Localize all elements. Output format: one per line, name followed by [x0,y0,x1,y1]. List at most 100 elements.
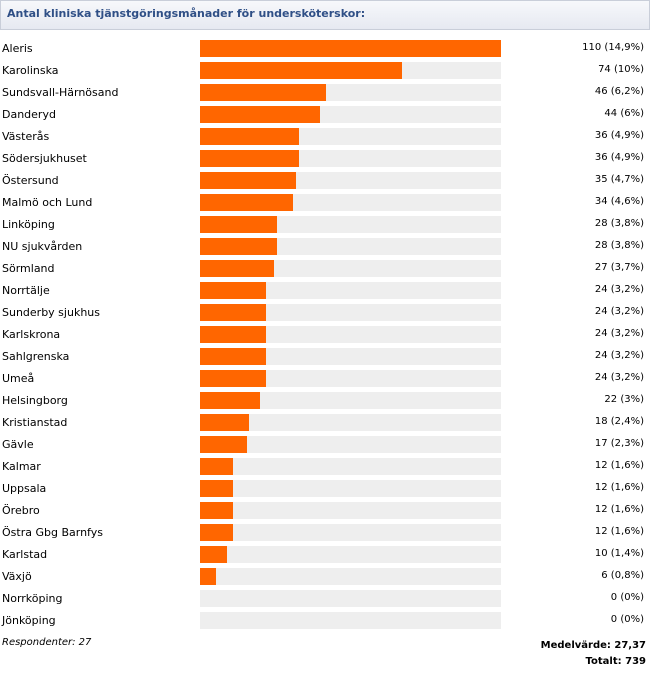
bar-track [200,194,501,211]
category-label: Malmö och Lund [2,196,93,209]
bar-row: Södersjukhuset 36 (4,9%) [0,148,650,170]
category-label: Sundsvall-Härnösand [2,86,119,99]
bar-row: Danderyd 44 (6%) [0,104,650,126]
category-label: Karlskrona [2,328,61,341]
bar-row: Aleris 110 (14,9%) [0,38,650,60]
bar-track [200,106,501,123]
value-label: 110 (14,9%) [582,42,644,53]
bar-track [200,216,501,233]
category-label: Örebro [2,504,40,517]
category-label: Helsingborg [2,394,68,407]
category-label: Karolinska [2,64,59,77]
bar [200,370,266,387]
bar [200,348,266,365]
bar [200,128,299,145]
value-label: 28 (3,8%) [594,240,644,251]
bar-track [200,612,501,629]
bar [200,260,274,277]
bar-track [200,458,501,475]
category-label: Sörmland [2,262,55,275]
bar [200,568,216,585]
bar-track [200,524,501,541]
bar-track [200,282,501,299]
category-label: Sunderby sjukhus [2,306,100,319]
value-label: 34 (4,6%) [594,196,644,207]
category-label: Östra Gbg Barnfys [2,526,103,539]
bar-track [200,62,501,79]
respondent-count: Respondenter: 27 [2,637,92,648]
bar [200,194,293,211]
category-label: Norrtälje [2,284,50,297]
category-label: Växjö [2,570,32,583]
bar [200,502,233,519]
bar-row: Sörmland 27 (3,7%) [0,258,650,280]
bar [200,106,320,123]
bar-row: Helsingborg 22 (3%) [0,390,650,412]
bar-track [200,392,501,409]
bar-track [200,150,501,167]
bar-row: Karlstad 10 (1,4%) [0,544,650,566]
bar-track [200,84,501,101]
bar [200,458,233,475]
summary-stats: Medelvärde: 27,37 Totalt: 739 [541,638,646,670]
value-label: 36 (4,9%) [594,130,644,141]
bar [200,546,227,563]
bar-track [200,480,501,497]
bar-row: Jönköping 0 (0%) [0,610,650,632]
bar-row: Sahlgrenska 24 (3,2%) [0,346,650,368]
bar-row: Karlskrona 24 (3,2%) [0,324,650,346]
bar-track [200,326,501,343]
chart-header: Antal kliniska tjänstgöringsmånader för … [0,0,650,30]
value-label: 0 (0%) [610,614,644,625]
bar-track [200,172,501,189]
category-label: Uppsala [2,482,47,495]
bar-track [200,568,501,585]
category-label: Kristianstad [2,416,68,429]
value-label: 35 (4,7%) [594,174,644,185]
bar [200,436,247,453]
value-label: 12 (1,6%) [594,504,644,515]
category-label: Norrköping [2,592,63,605]
bar-track [200,238,501,255]
bar-row: Västerås 36 (4,9%) [0,126,650,148]
category-label: Västerås [2,130,50,143]
bar [200,304,266,321]
bar-row: Linköping 28 (3,8%) [0,214,650,236]
value-label: 22 (3%) [604,394,644,405]
bar [200,282,266,299]
value-label: 12 (1,6%) [594,526,644,537]
bar-track [200,502,501,519]
bar-row: Malmö och Lund 34 (4,6%) [0,192,650,214]
value-label: 6 (0,8%) [601,570,644,581]
value-label: 24 (3,2%) [594,306,644,317]
total-value: Totalt: 739 [585,656,646,667]
bar-track [200,590,501,607]
value-label: 46 (6,2%) [594,86,644,97]
bar [200,326,266,343]
bar-track [200,546,501,563]
bar-track [200,260,501,277]
bar-row: Östra Gbg Barnfys 12 (1,6%) [0,522,650,544]
bar-row: Sunderby sjukhus 24 (3,2%) [0,302,650,324]
bar [200,172,296,189]
bar-row: Växjö 6 (0,8%) [0,566,650,588]
value-label: 10 (1,4%) [594,548,644,559]
category-label: Danderyd [2,108,56,121]
category-label: Aleris [2,42,33,55]
bar [200,392,260,409]
value-label: 27 (3,7%) [594,262,644,273]
bar-row: Norrtälje 24 (3,2%) [0,280,650,302]
bar [200,40,501,57]
category-label: Linköping [2,218,55,231]
value-label: 28 (3,8%) [594,218,644,229]
bar-track [200,304,501,321]
value-label: 44 (6%) [604,108,644,119]
bar-track [200,348,501,365]
category-label: Östersund [2,174,59,187]
bar [200,238,277,255]
bar-row: Örebro 12 (1,6%) [0,500,650,522]
bar-track [200,436,501,453]
bar-row: Kristianstad 18 (2,4%) [0,412,650,434]
value-label: 0 (0%) [610,592,644,603]
bar-row: Sundsvall-Härnösand 46 (6,2%) [0,82,650,104]
